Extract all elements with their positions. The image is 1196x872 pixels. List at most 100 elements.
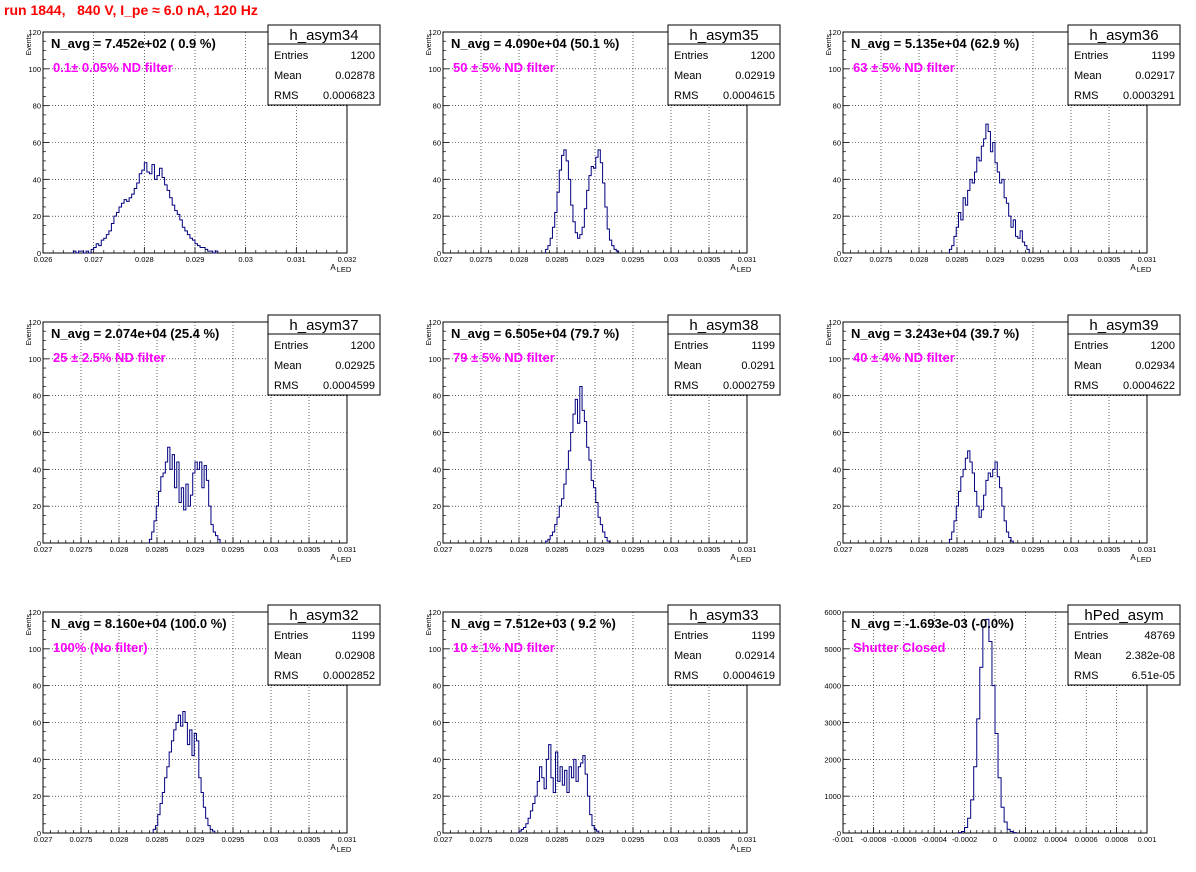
y-tick-label: 100: [428, 65, 441, 74]
y-tick-label: 120: [428, 28, 441, 37]
filter-annotation: 10 ± 1% ND filter: [453, 640, 555, 655]
filter-annotation: 0.1± 0.05% ND filter: [53, 60, 173, 75]
x-tick-label: 0.0285: [546, 545, 569, 554]
x-axis-label-subscript: LED: [737, 265, 752, 274]
x-axis-label-subscript: LED: [1137, 265, 1152, 274]
stats-label: RMS: [1074, 670, 1098, 682]
y-tick-label: 40: [833, 175, 841, 184]
y-tick-label: 20: [433, 212, 441, 221]
stats-box: [667, 43, 781, 106]
stats-label: Entries: [674, 50, 709, 62]
y-axis-label: Events: [26, 614, 33, 636]
stats-label: Entries: [1074, 50, 1109, 62]
stats-label: Entries: [274, 340, 309, 352]
x-tick-label: 0.031: [738, 255, 757, 264]
x-tick-label: 0.0305: [1098, 545, 1121, 554]
x-tick-label: 0.027: [434, 255, 453, 264]
x-tick-label: 0.031: [1138, 255, 1157, 264]
y-tick-label: 120: [828, 28, 841, 37]
histogram-line: [152, 710, 216, 833]
y-tick-label: 120: [828, 318, 841, 327]
x-tick-label: 0.0295: [222, 545, 245, 554]
n-avg-label: N_avg = 6.505e+04 (79.7 %): [451, 326, 619, 341]
x-tick-label: 0.0285: [946, 545, 969, 554]
stats-name: hPed_asym: [1084, 607, 1163, 624]
x-tick-label: 0.031: [338, 545, 357, 554]
x-tick-label: 0.03: [238, 255, 253, 264]
x-tick-label: 0.029: [586, 255, 605, 264]
stats-value: 0.02934: [1135, 360, 1175, 372]
x-axis-label-subscript: LED: [737, 845, 752, 854]
x-tick-label: 0.032: [338, 255, 357, 264]
stats-label: Entries: [674, 630, 709, 642]
x-axis-label: A: [730, 263, 736, 272]
stats-value: 0.0002852: [323, 670, 375, 682]
y-tick-label: 2000: [824, 755, 841, 764]
x-tick-label: 0.027: [34, 545, 53, 554]
x-tick-label: 0.028: [910, 255, 929, 264]
histogram-line: [948, 123, 1030, 253]
x-tick-label: 0.03: [264, 545, 279, 554]
x-tick-label: 0.03: [1064, 255, 1079, 264]
y-tick-label: 80: [433, 102, 441, 111]
stats-value: 1200: [351, 340, 375, 352]
x-axis-label: A: [1130, 263, 1136, 272]
x-tick-label: 0.0305: [298, 835, 321, 844]
x-tick-label: 0.0275: [470, 255, 493, 264]
x-axis-label-subscript: LED: [337, 265, 352, 274]
y-tick-label: 20: [833, 212, 841, 221]
stats-label: RMS: [674, 90, 698, 102]
stats-value: 0.02878: [335, 70, 375, 82]
x-tick-label: 0.031: [287, 255, 306, 264]
y-tick-label: 60: [33, 139, 41, 148]
panel-h_asym36: 0.027 0.0275 0.028 0.0285 0.029 0.0295 0.03 0.0…: [826, 24, 1181, 274]
stats-value: 1199: [351, 630, 375, 642]
x-tick-label: 0.0295: [222, 835, 245, 844]
y-tick-label: 80: [433, 392, 441, 401]
x-tick-label: 0.028: [510, 255, 529, 264]
x-tick-label: 0.0008: [1105, 835, 1128, 844]
x-tick-label: 0.0004: [1044, 835, 1067, 844]
y-tick-label: 0: [37, 829, 41, 838]
x-tick-label: 0.028: [510, 835, 529, 844]
x-tick-label: 0.031: [338, 835, 357, 844]
x-tick-label: 0.028: [110, 835, 129, 844]
y-tick-label: 120: [428, 608, 441, 617]
y-tick-label: 0: [437, 829, 441, 838]
histogram-line: [72, 162, 219, 254]
y-tick-label: 0: [837, 829, 841, 838]
x-tick-label: -0.0006: [891, 835, 916, 844]
y-tick-label: 100: [828, 65, 841, 74]
panel-h_asym35: 0.027 0.0275 0.028 0.0285 0.029 0.0295 0.03 0.0…: [426, 24, 781, 274]
y-tick-label: 0: [437, 249, 441, 258]
x-tick-label: 0.029: [186, 835, 205, 844]
x-axis-label-subscript: LED: [337, 555, 352, 564]
x-tick-label: 0.0285: [146, 835, 169, 844]
y-tick-label: 40: [433, 755, 441, 764]
y-tick-label: 80: [33, 392, 41, 401]
y-axis-label: Events: [26, 34, 33, 56]
y-tick-label: 80: [33, 102, 41, 111]
y-tick-label: 60: [33, 429, 41, 438]
filter-annotation: 25 ± 2.5% ND filter: [53, 350, 166, 365]
y-tick-label: 4000: [824, 682, 841, 691]
stats-name: h_asym35: [689, 27, 758, 44]
y-axis-label: Events: [426, 324, 433, 346]
stats-value: 0.02908: [335, 650, 375, 662]
stats-value: 6.51e-05: [1132, 670, 1175, 682]
filter-annotation: 40 ± 4% ND filter: [853, 350, 955, 365]
y-tick-label: 100: [428, 645, 441, 654]
y-tick-label: 60: [33, 719, 41, 728]
stats-label: Mean: [674, 650, 702, 662]
y-tick-label: 20: [33, 792, 41, 801]
x-tick-label: 0.0275: [70, 835, 93, 844]
x-tick-label: -0.0008: [861, 835, 886, 844]
x-tick-label: 0.0006: [1075, 835, 1098, 844]
stats-label: Entries: [674, 340, 709, 352]
stats-label: Mean: [1074, 70, 1102, 82]
x-tick-label: 0.0305: [298, 545, 321, 554]
x-tick-label: 0.0002: [1014, 835, 1037, 844]
y-tick-label: 40: [33, 175, 41, 184]
y-tick-label: 100: [28, 355, 41, 364]
n-avg-label: N_avg = 5.135e+04 (62.9 %): [851, 36, 1019, 51]
